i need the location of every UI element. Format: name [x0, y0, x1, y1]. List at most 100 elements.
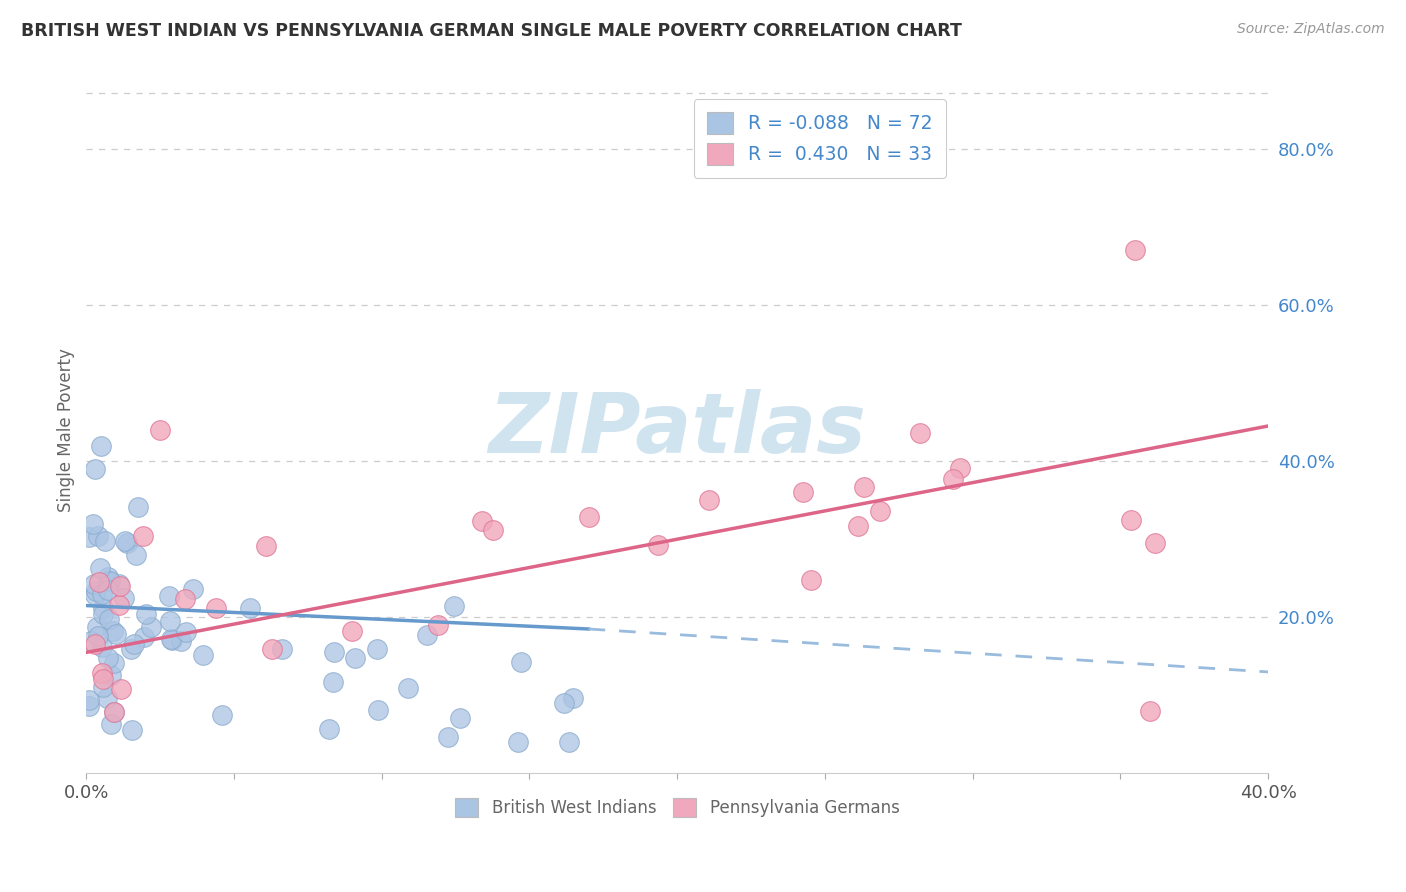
Point — [105, 627, 128, 641]
Point — [558, 735, 581, 749]
Point — [77, 530, 100, 544]
Point — [93, 672, 115, 686]
Point — [91, 680, 114, 694]
Point — [86, 620, 108, 634]
Point — [149, 423, 172, 437]
Point — [97, 582, 120, 597]
Point — [91, 607, 114, 621]
Point — [578, 509, 600, 524]
Point — [510, 655, 533, 669]
Point — [174, 624, 197, 639]
Point — [366, 641, 388, 656]
Point — [908, 426, 931, 441]
Point — [800, 573, 823, 587]
Point — [852, 480, 875, 494]
Point — [1121, 513, 1143, 527]
Point — [89, 574, 111, 589]
Point — [271, 641, 294, 656]
Point — [82, 516, 104, 531]
Point — [98, 574, 121, 588]
Point — [84, 583, 107, 598]
Point — [77, 698, 100, 713]
Text: ZIPatlas: ZIPatlas — [488, 390, 866, 470]
Point — [103, 656, 125, 670]
Point — [100, 717, 122, 731]
Point — [343, 650, 366, 665]
Point — [482, 524, 505, 538]
Point — [91, 666, 114, 681]
Point — [87, 629, 110, 643]
Point — [132, 630, 155, 644]
Point — [205, 600, 228, 615]
Point — [108, 577, 131, 591]
Point — [942, 472, 965, 486]
Point — [90, 438, 112, 452]
Point — [83, 637, 105, 651]
Point — [120, 641, 142, 656]
Point — [846, 519, 869, 533]
Point — [77, 693, 100, 707]
Point — [90, 587, 112, 601]
Point — [110, 579, 132, 593]
Point — [80, 633, 103, 648]
Point — [340, 624, 363, 638]
Point — [127, 500, 149, 514]
Point — [427, 618, 450, 632]
Legend: British West Indians, Pennsylvania Germans: British West Indians, Pennsylvania Germa… — [449, 791, 905, 823]
Point — [100, 668, 122, 682]
Point — [83, 588, 105, 602]
Point — [211, 707, 233, 722]
Point — [254, 540, 277, 554]
Point — [122, 637, 145, 651]
Point — [84, 462, 107, 476]
Point — [1123, 244, 1146, 258]
Point — [124, 548, 146, 562]
Point — [157, 590, 180, 604]
Point — [89, 561, 111, 575]
Point — [437, 730, 460, 744]
Point — [97, 574, 120, 588]
Y-axis label: Single Male Poverty: Single Male Poverty — [58, 348, 75, 512]
Point — [318, 722, 340, 736]
Point — [367, 703, 389, 717]
Point — [97, 570, 120, 584]
Point — [98, 612, 121, 626]
Point — [1144, 535, 1167, 549]
Point — [869, 504, 891, 518]
Point — [323, 645, 346, 659]
Point — [322, 674, 344, 689]
Text: Source: ZipAtlas.com: Source: ZipAtlas.com — [1237, 22, 1385, 37]
Point — [114, 533, 136, 548]
Point — [112, 591, 135, 606]
Point — [508, 734, 530, 748]
Point — [101, 624, 124, 638]
Point — [697, 493, 720, 508]
Point — [181, 582, 204, 596]
Point — [260, 641, 283, 656]
Point — [103, 705, 125, 719]
Point — [562, 691, 585, 706]
Point — [107, 599, 129, 613]
Point — [170, 634, 193, 648]
Point — [97, 651, 120, 665]
Point — [193, 648, 215, 663]
Point — [449, 711, 471, 725]
Point — [1139, 704, 1161, 718]
Point — [443, 599, 465, 614]
Point — [553, 696, 575, 710]
Point — [83, 576, 105, 591]
Point — [96, 690, 118, 705]
Point — [110, 681, 132, 696]
Point — [94, 534, 117, 549]
Point — [792, 485, 814, 500]
Point — [239, 600, 262, 615]
Point — [132, 529, 155, 543]
Point — [160, 633, 183, 648]
Point — [949, 461, 972, 475]
Point — [160, 632, 183, 647]
Point — [103, 705, 125, 719]
Point — [87, 529, 110, 543]
Point — [139, 620, 162, 634]
Point — [647, 538, 669, 552]
Point — [91, 640, 114, 655]
